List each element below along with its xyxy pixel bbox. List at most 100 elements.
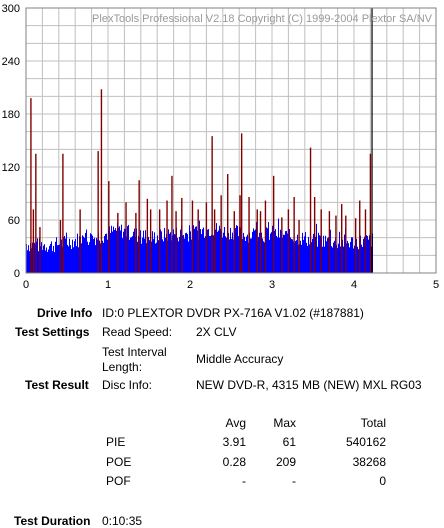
pie-bar xyxy=(53,245,54,273)
pie-bar xyxy=(47,251,48,273)
pie-bar xyxy=(286,230,287,273)
pie-bar xyxy=(72,239,73,273)
pie-bar xyxy=(334,240,335,273)
pie-bar xyxy=(121,224,122,273)
test-duration-value: 0:10:35 xyxy=(102,514,143,528)
pie-bar xyxy=(277,237,278,273)
pie-bar xyxy=(349,247,350,273)
pie-bar xyxy=(363,238,364,273)
pie-bar xyxy=(76,246,77,273)
pie-bar xyxy=(306,242,307,273)
pie-bar xyxy=(331,246,332,273)
pie-bar xyxy=(143,230,144,273)
pie-bar xyxy=(346,243,347,273)
pie-bar xyxy=(177,237,178,273)
pie-bar xyxy=(233,239,234,273)
y-tick-label: 300 xyxy=(2,3,20,15)
pie-bar xyxy=(74,241,75,273)
pie-bar xyxy=(231,238,232,273)
pie-bar xyxy=(368,239,369,273)
disc-info-value: NEW DVD-R, 4315 MB (NEW) MXL RG03 xyxy=(196,378,422,392)
pie-bar xyxy=(32,242,33,273)
pie-bar xyxy=(128,224,129,273)
pie-bar xyxy=(284,234,285,273)
pie-bar xyxy=(300,240,301,273)
pie-bar xyxy=(190,231,191,273)
pie-bar xyxy=(283,234,284,273)
row-pof-max: - xyxy=(292,474,296,488)
pie-bar xyxy=(191,239,192,273)
pie-bar xyxy=(115,228,116,273)
pie-bar xyxy=(230,227,231,273)
plot-frame xyxy=(25,7,437,274)
y-tick-label: 60 xyxy=(8,215,20,227)
pie-bar xyxy=(84,237,85,273)
pie-bar xyxy=(343,246,344,273)
pie-bar xyxy=(325,235,326,273)
pie-bar xyxy=(107,239,108,273)
pie-bar xyxy=(350,241,351,273)
x-tick-label: 1 xyxy=(105,279,111,291)
poe-series xyxy=(30,89,372,273)
pie-bar xyxy=(258,237,259,273)
pie-bar xyxy=(148,236,149,273)
pie-bar xyxy=(245,240,246,273)
col-header-avg: Avg xyxy=(225,416,246,430)
pie-bar xyxy=(266,227,267,273)
pie-bar xyxy=(223,232,224,273)
pie-bar xyxy=(204,237,205,273)
pie-bar xyxy=(342,239,343,273)
pie-bar xyxy=(250,238,251,273)
pie-bar xyxy=(73,247,74,273)
pie-bar xyxy=(114,229,115,273)
pie-bar xyxy=(217,231,218,273)
pie-bar xyxy=(327,238,328,273)
pie-bar xyxy=(304,236,305,273)
pie-bar xyxy=(188,241,189,273)
pie-bar xyxy=(105,233,106,273)
pie-bar xyxy=(309,244,310,273)
pie-bar xyxy=(238,236,239,273)
row-pie-total: 540162 xyxy=(345,435,386,449)
pie-bar xyxy=(215,229,216,273)
pie-bar xyxy=(318,232,319,273)
pie-bar xyxy=(311,242,312,273)
pie-bar xyxy=(312,238,313,273)
pie-bar xyxy=(297,234,298,273)
pie-bar xyxy=(319,235,320,273)
pie-bar xyxy=(116,230,117,273)
disc-info-label: Disc Info: xyxy=(102,378,153,392)
pie-bar xyxy=(110,233,111,273)
chart-title: PlexTools Professional V2.18 Copyright (… xyxy=(92,13,433,25)
pie-bar xyxy=(184,238,185,273)
x-tick-label: 5 xyxy=(433,279,439,291)
pie-bar xyxy=(169,233,170,273)
pie-bar xyxy=(280,229,281,273)
pie-bar xyxy=(308,237,309,273)
pie-bar xyxy=(146,243,147,273)
pie-bar xyxy=(261,232,262,273)
pie-bar xyxy=(44,244,45,273)
pie-bar xyxy=(307,245,308,273)
pie-bar xyxy=(243,232,244,273)
pie-bar xyxy=(279,237,280,273)
pie-bar xyxy=(102,240,103,273)
pie-bar xyxy=(94,237,95,273)
pie-bar xyxy=(247,234,248,273)
pie-bar xyxy=(358,249,359,273)
pie-bar xyxy=(253,228,254,273)
pie-bar xyxy=(242,239,243,273)
pie-bar xyxy=(218,230,219,273)
pie-bar xyxy=(354,245,355,273)
pie-bar xyxy=(162,239,163,273)
interval-label-line1: Test Interval xyxy=(102,345,167,359)
pie-bar xyxy=(127,226,128,273)
pie-bar xyxy=(134,228,135,273)
pie-bar xyxy=(210,235,211,273)
pie-bar xyxy=(164,227,165,273)
pie-bar xyxy=(155,243,156,273)
pie-bar xyxy=(269,239,270,273)
pie-bar xyxy=(196,226,197,273)
pie-bar xyxy=(99,240,100,273)
pie-bar xyxy=(140,230,141,273)
